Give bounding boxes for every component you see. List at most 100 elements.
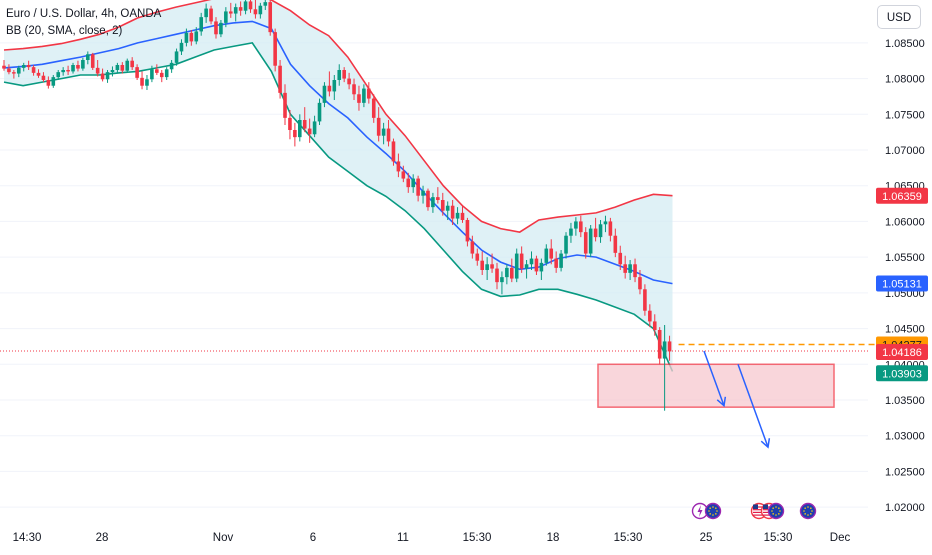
candle xyxy=(455,207,460,225)
candle xyxy=(219,20,223,38)
candle xyxy=(105,70,110,83)
candle-body xyxy=(490,264,494,269)
candle-body xyxy=(598,224,603,238)
candle-body xyxy=(164,69,169,78)
eu-star xyxy=(804,513,806,515)
candle-body xyxy=(579,221,583,233)
candle xyxy=(411,174,415,193)
candle xyxy=(179,39,184,55)
candle-body xyxy=(125,60,130,71)
candle-body xyxy=(529,258,534,265)
eu-star xyxy=(807,506,809,508)
candle-body xyxy=(386,128,391,142)
eu-flag-icon xyxy=(799,502,817,520)
candle-body xyxy=(618,252,623,265)
candle-body xyxy=(238,7,243,11)
candle xyxy=(623,255,627,279)
candle-body xyxy=(258,5,263,15)
candle xyxy=(130,57,134,70)
us-flag-canton xyxy=(763,504,768,509)
candle-body xyxy=(347,78,351,85)
x-tick-label: 28 xyxy=(96,532,109,544)
candle xyxy=(189,30,194,46)
currency-button[interactable]: USD xyxy=(877,5,921,29)
candle-body xyxy=(307,128,312,135)
candle-body xyxy=(174,51,179,63)
event-marker-eu[interactable] xyxy=(767,502,785,520)
candle xyxy=(436,187,440,204)
eu-flag-icon xyxy=(767,502,785,520)
candle xyxy=(90,52,95,70)
candle-body xyxy=(184,32,189,43)
candle xyxy=(357,85,361,111)
projection-arrow[interactable] xyxy=(703,350,727,408)
candle xyxy=(283,84,287,125)
candle-body xyxy=(204,8,208,18)
event-marker-eu[interactable] xyxy=(799,502,817,520)
candle xyxy=(500,271,504,295)
candle xyxy=(307,118,312,143)
projection-arrow-shaft xyxy=(737,364,769,448)
candle xyxy=(86,51,90,65)
eu-star xyxy=(807,514,809,516)
candle xyxy=(51,75,56,88)
candle-body xyxy=(549,248,554,259)
candle-body xyxy=(209,8,213,22)
eu-star xyxy=(709,513,711,515)
candle xyxy=(416,175,420,202)
projection-arrow[interactable] xyxy=(737,364,771,449)
candle-body xyxy=(544,248,549,263)
candle-body xyxy=(115,65,120,70)
candle xyxy=(253,0,258,19)
candle-body xyxy=(16,67,21,74)
price-label-text: 1.04186 xyxy=(882,347,922,359)
candle xyxy=(31,65,36,76)
candle-body xyxy=(613,235,618,253)
candle-body xyxy=(633,264,637,278)
candle xyxy=(643,284,647,316)
candle-body xyxy=(194,31,199,42)
candle xyxy=(56,70,61,80)
candle xyxy=(164,67,169,80)
candle xyxy=(583,227,588,259)
candle-body xyxy=(362,88,366,103)
candle-body xyxy=(199,17,203,32)
candle-body xyxy=(61,70,65,73)
x-tick-label: 6 xyxy=(310,532,316,544)
candle xyxy=(71,62,75,74)
eu-star xyxy=(803,510,805,512)
candle-body xyxy=(278,65,282,93)
candle xyxy=(618,245,623,270)
eu-star xyxy=(709,507,711,509)
price-label-box xyxy=(876,365,928,382)
candle xyxy=(514,248,519,283)
candle-body xyxy=(298,120,302,138)
candle-body xyxy=(248,1,253,10)
x-tick-label: Dec xyxy=(830,532,851,544)
candle xyxy=(278,60,282,99)
candle-body xyxy=(150,69,154,80)
candle xyxy=(391,138,396,166)
y-tick-label: 1.04500 xyxy=(885,324,925,336)
candle-body xyxy=(500,277,504,283)
candle-body xyxy=(273,32,277,66)
candle-body xyxy=(421,190,425,196)
candle-body xyxy=(460,212,465,220)
event-marker-eu[interactable] xyxy=(704,502,722,520)
y-tick-label: 1.05500 xyxy=(885,252,925,264)
candle xyxy=(317,98,322,125)
price-label-lower: 1.03903 xyxy=(876,365,928,382)
x-tick-label: 18 xyxy=(547,532,560,544)
candle-body xyxy=(367,88,371,99)
candle xyxy=(337,64,342,86)
candle-body xyxy=(371,98,376,118)
candle xyxy=(524,260,529,279)
candle-body xyxy=(657,330,662,359)
candle xyxy=(110,66,115,77)
candle xyxy=(16,65,21,78)
price-label-box xyxy=(876,344,928,360)
candle-body xyxy=(342,70,346,79)
candle xyxy=(376,107,381,142)
candle xyxy=(648,304,652,328)
